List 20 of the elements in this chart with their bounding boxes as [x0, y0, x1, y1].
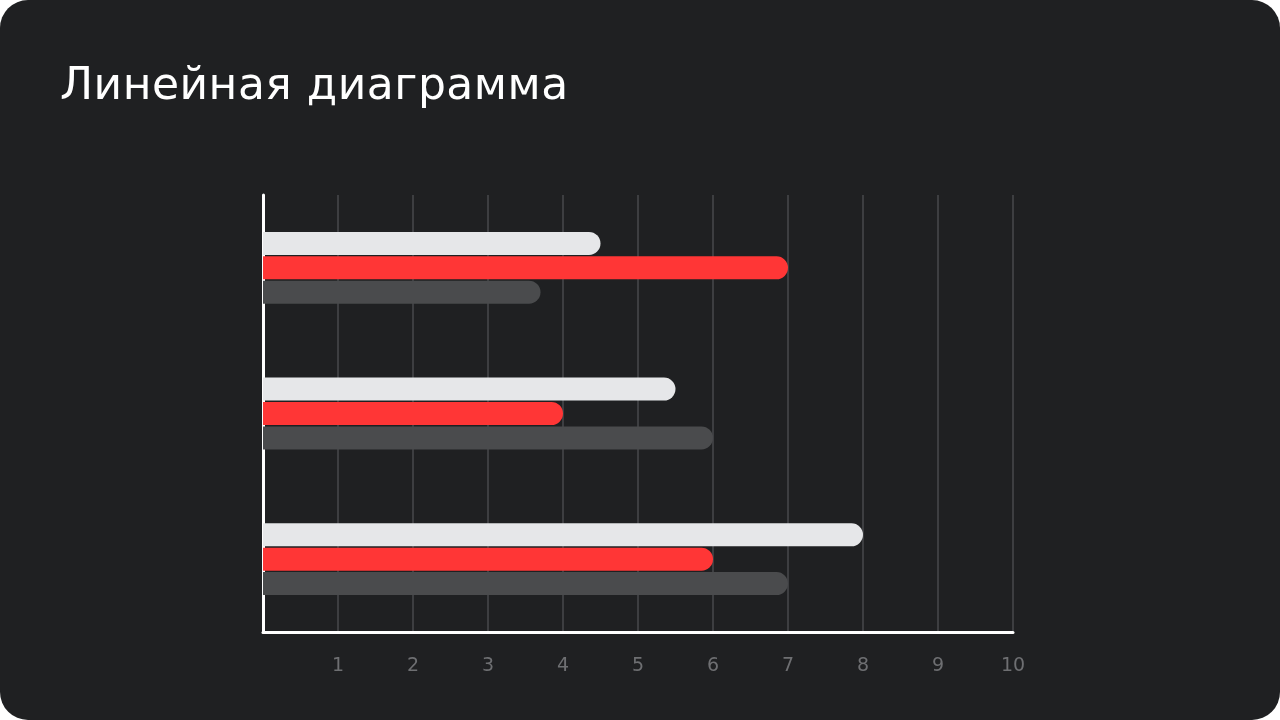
- x-tick-label: 4: [556, 652, 570, 675]
- x-tick-label: 10: [1000, 652, 1026, 675]
- x-tick-label: 8: [856, 652, 870, 675]
- x-tick-label: 9: [931, 652, 945, 675]
- bar: [263, 280, 541, 304]
- bar: [263, 231, 601, 255]
- bar: [263, 426, 713, 450]
- x-tick-label: 7: [781, 652, 795, 675]
- x-tick-label: 5: [631, 652, 645, 675]
- x-tick-label: 3: [481, 652, 495, 675]
- x-tick-label: 6: [706, 652, 720, 675]
- x-tick-label: 1: [331, 652, 345, 675]
- bar: [263, 547, 713, 571]
- bar: [263, 523, 863, 547]
- chart-title: Линейная диаграмма: [60, 58, 569, 109]
- bar: [263, 572, 788, 596]
- bar: [263, 402, 563, 425]
- x-tick-label: 2: [406, 652, 420, 675]
- bar: [263, 377, 676, 401]
- bar: [263, 256, 788, 280]
